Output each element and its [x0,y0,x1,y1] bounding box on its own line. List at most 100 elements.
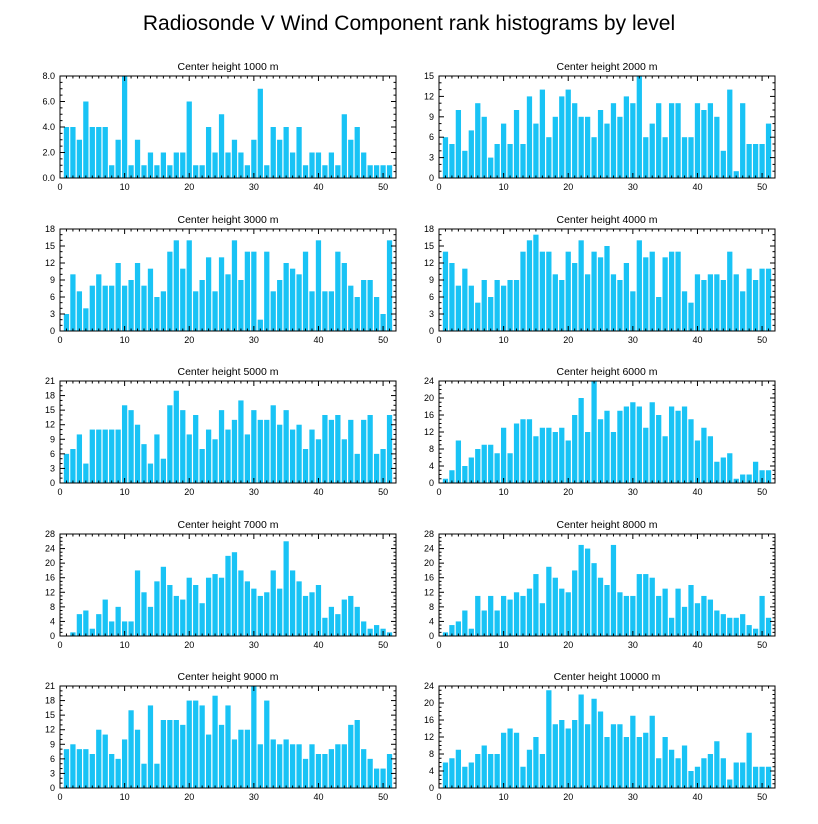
histogram-bar [668,749,675,788]
histogram-bar [361,419,367,483]
y-tick-label: 4 [429,461,434,471]
histogram-bar [128,280,134,331]
histogram-bar [694,103,701,178]
y-tick-label: 0 [429,326,434,336]
histogram-bar [707,599,714,636]
histogram-bar [83,101,89,178]
histogram-bar [636,406,642,483]
x-tick-label: 30 [628,335,638,345]
y-tick-label: 15 [45,710,55,720]
y-tick-label: 0 [429,631,434,641]
histogram-bar [167,585,173,636]
histogram-bar [668,406,675,483]
histogram-bar [714,461,720,483]
histogram-bar [546,137,552,178]
histogram-bar [115,606,121,636]
y-tick-label: 9 [50,739,55,749]
histogram-bar [361,749,367,788]
histogram-bar [707,754,714,788]
histogram-bar [578,398,584,483]
histogram-bar [546,566,552,636]
histogram-bar [361,152,367,178]
histogram-bar [539,754,546,788]
histogram-bar [533,574,539,636]
x-tick-label: 20 [563,640,573,650]
histogram-bar [720,280,726,331]
histogram-bar [270,127,276,178]
x-tick-label: 40 [692,182,702,192]
histogram-bar [656,415,662,483]
histogram-bar [488,754,494,788]
histogram-bar [617,592,623,636]
y-tick-label: 15 [424,71,434,81]
histogram-bar [714,116,720,178]
histogram-bar [584,116,591,178]
y-tick-label: 12 [424,587,434,597]
histogram-bar [740,103,746,178]
histogram-bar [552,116,558,178]
histogram-bar [147,152,154,178]
histogram-bar [675,758,681,788]
histogram-bar [636,76,642,178]
y-tick-label: 4 [429,616,434,626]
histogram-bar [134,570,141,636]
histogram-bar [225,274,231,331]
histogram-panel: Center height 6000 m 0 10 20 30 40 50 0 4 8 12 16 20… [424,366,776,497]
y-tick-label: 3 [429,153,434,163]
histogram-bar [89,754,95,788]
histogram-bar [296,424,302,483]
histogram-bar [578,694,584,788]
x-tick-label: 50 [757,335,767,345]
y-tick-label: 8 [429,602,434,612]
panel-title: Center height 10000 m [554,671,661,683]
y-tick-label: 28 [424,529,434,539]
histogram-bar [559,720,565,788]
x-tick-label: 30 [628,640,638,650]
y-tick-label: 24 [424,681,434,691]
histogram-bar [488,157,494,178]
y-tick-label: 3 [50,463,55,473]
y-tick-label: 21 [45,681,55,691]
histogram-bar [96,429,102,483]
histogram-bar [746,732,752,788]
histogram-bar [70,744,76,788]
histogram-bar [251,588,257,636]
histogram-bar [218,410,225,483]
histogram-bar [341,744,347,788]
histogram-bar [302,251,309,331]
histogram-bar [134,263,141,331]
histogram-bar [597,419,604,483]
histogram-bar [565,440,571,483]
histogram-bar [225,555,231,636]
histogram-bar [380,449,386,483]
y-tick-label: 16 [45,573,55,583]
x-tick-label: 50 [757,487,767,497]
histogram-bar [289,268,296,331]
histogram-bar [354,453,360,483]
histogram-bar [193,291,199,331]
histogram-bar [296,127,302,178]
histogram-bar [141,444,147,483]
histogram-bar [746,474,752,483]
histogram-bar [765,617,772,636]
y-tick-label: 15 [45,405,55,415]
histogram-bar [591,563,597,636]
histogram-bar [128,165,134,178]
x-tick-label: 40 [313,792,323,802]
histogram-bar [373,165,380,178]
y-tick-label: 28 [45,529,55,539]
histogram-bar [604,246,610,331]
histogram-bar [205,127,212,178]
histogram-bar [238,152,244,178]
y-tick-label: 6 [50,754,55,764]
panel-title: Center height 7000 m [178,519,279,531]
histogram-bar [507,280,513,331]
histogram-bar [147,268,154,331]
histogram-bar [591,698,597,788]
histogram-bar [309,429,315,483]
y-tick-label: 8.0 [42,71,55,81]
histogram-bar [584,432,591,483]
x-tick-label: 10 [499,335,509,345]
histogram-bar [154,763,160,788]
histogram-bar [500,732,507,788]
